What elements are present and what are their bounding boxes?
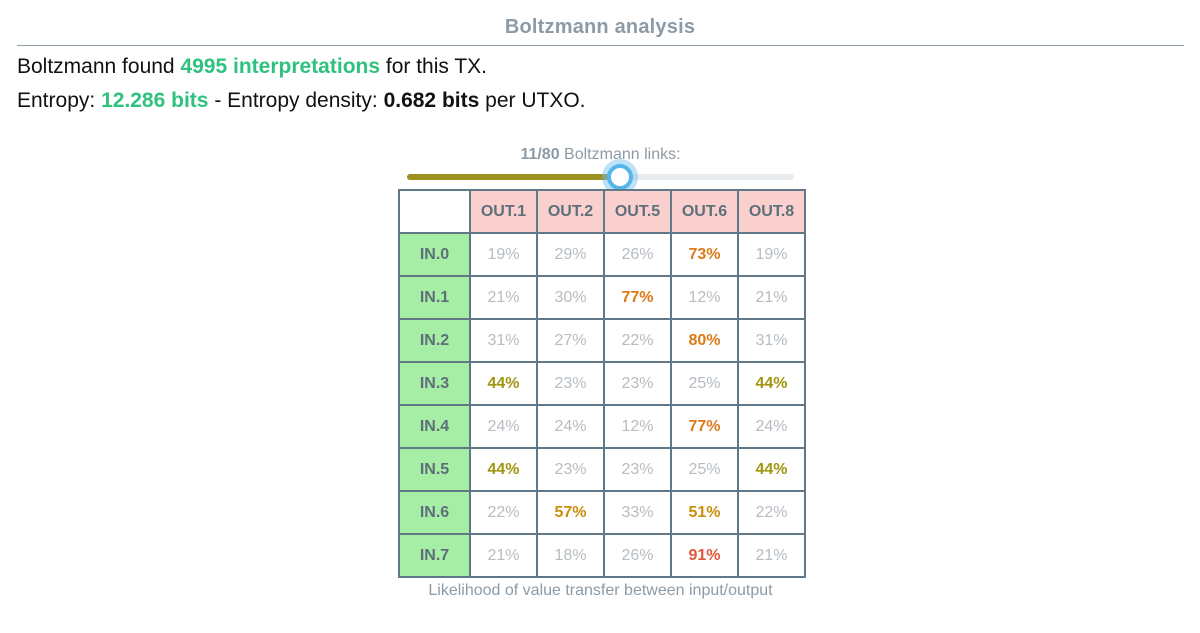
density-suffix: per UTXO. <box>485 89 586 112</box>
input-header: IN.4 <box>398 404 471 449</box>
probability-cell[interactable]: 23% <box>536 361 605 406</box>
input-header: IN.5 <box>398 447 471 492</box>
table-row: IN.5 44% 23% 23% 25% 44% <box>398 447 806 492</box>
probability-cell[interactable]: 73% <box>670 232 739 277</box>
links-slider[interactable] <box>407 164 794 190</box>
entropy-value: 12.286 bits <box>101 89 209 112</box>
probability-cell[interactable]: 91% <box>670 533 739 578</box>
link-probability-matrix: OUT.1 OUT.2 OUT.5 OUT.6 OUT.8 IN.0 19% 29% 26% 7… <box>398 189 806 578</box>
found-prefix: Boltzmann found <box>17 55 175 78</box>
table-row: IN.1 21% 30% 77% 12% 21% <box>398 275 806 320</box>
table-row: IN.2 31% 27% 22% 80% 31% <box>398 318 806 363</box>
probability-cell[interactable]: 31% <box>469 318 538 363</box>
probability-cell[interactable]: 19% <box>469 232 538 277</box>
probability-cell[interactable]: 21% <box>737 275 806 320</box>
probability-cell[interactable]: 29% <box>536 232 605 277</box>
probability-cell[interactable]: 51% <box>670 490 739 535</box>
probability-cell[interactable]: 19% <box>737 232 806 277</box>
input-header: IN.6 <box>398 490 471 535</box>
probability-cell[interactable]: 21% <box>737 533 806 578</box>
probability-cell[interactable]: 80% <box>670 318 739 363</box>
output-header-3: OUT.5 <box>603 189 672 234</box>
entropy-summary: Entropy: 12.286 bits - Entropy density: … <box>17 89 586 113</box>
slider-fill <box>407 174 620 180</box>
probability-cell[interactable]: 77% <box>670 404 739 449</box>
probability-cell[interactable]: 24% <box>536 404 605 449</box>
found-suffix: for this TX. <box>385 55 488 78</box>
table-row: IN.6 22% 57% 33% 51% 22% <box>398 490 806 535</box>
links-slider-label: 11/80 Boltzmann links: <box>407 146 794 164</box>
probability-cell[interactable]: 25% <box>670 361 739 406</box>
probability-cell[interactable]: 31% <box>737 318 806 363</box>
probability-cell[interactable]: 27% <box>536 318 605 363</box>
density-value: 0.682 bits <box>383 89 480 112</box>
input-header: IN.0 <box>398 232 471 277</box>
probability-cell[interactable]: 44% <box>737 447 806 492</box>
input-header: IN.7 <box>398 533 471 578</box>
slider-thumb[interactable] <box>606 164 633 190</box>
input-header: IN.3 <box>398 361 471 406</box>
table-row: IN.7 21% 18% 26% 91% 21% <box>398 533 806 578</box>
links-label-text: Boltzmann links: <box>564 146 681 163</box>
title-divider <box>17 45 1184 46</box>
probability-cell[interactable]: 12% <box>603 404 672 449</box>
input-header: IN.2 <box>398 318 471 363</box>
probability-cell[interactable]: 26% <box>603 232 672 277</box>
probability-cell[interactable]: 24% <box>469 404 538 449</box>
output-header-1: OUT.1 <box>469 189 538 234</box>
probability-cell[interactable]: 22% <box>603 318 672 363</box>
probability-cell[interactable]: 21% <box>469 533 538 578</box>
entropy-label: Entropy: <box>17 89 96 112</box>
probability-cell[interactable]: 33% <box>603 490 672 535</box>
links-count: 11/80 <box>520 146 560 163</box>
density-label: - Entropy density: <box>214 89 378 112</box>
matrix-header-row: OUT.1 OUT.2 OUT.5 OUT.6 OUT.8 <box>398 189 806 234</box>
probability-cell[interactable]: 77% <box>603 275 672 320</box>
probability-cell[interactable]: 22% <box>469 490 538 535</box>
interpretations-summary: Boltzmann found 4995 interpretations for… <box>17 55 487 79</box>
matrix-corner <box>398 189 471 234</box>
output-header-2: OUT.2 <box>536 189 605 234</box>
table-row: IN.0 19% 29% 26% 73% 19% <box>398 232 806 277</box>
interpretations-count: 4995 interpretations <box>180 55 381 78</box>
output-header-4: OUT.6 <box>670 189 739 234</box>
probability-cell[interactable]: 44% <box>469 447 538 492</box>
probability-cell[interactable]: 23% <box>603 361 672 406</box>
output-header-5: OUT.8 <box>737 189 806 234</box>
probability-cell[interactable]: 18% <box>536 533 605 578</box>
probability-cell[interactable]: 57% <box>536 490 605 535</box>
table-row: IN.3 44% 23% 23% 25% 44% <box>398 361 806 406</box>
probability-cell[interactable]: 21% <box>469 275 538 320</box>
probability-cell[interactable]: 26% <box>603 533 672 578</box>
probability-cell[interactable]: 25% <box>670 447 739 492</box>
probability-cell[interactable]: 12% <box>670 275 739 320</box>
section-title: Boltzmann analysis <box>504 16 696 38</box>
probability-cell[interactable]: 44% <box>737 361 806 406</box>
probability-cell[interactable]: 22% <box>737 490 806 535</box>
probability-cell[interactable]: 30% <box>536 275 605 320</box>
probability-cell[interactable]: 23% <box>603 447 672 492</box>
input-header: IN.1 <box>398 275 471 320</box>
probability-cell[interactable]: 24% <box>737 404 806 449</box>
table-row: IN.4 24% 24% 12% 77% 24% <box>398 404 806 449</box>
matrix-caption: Likelihood of value transfer between inp… <box>428 582 773 599</box>
probability-cell[interactable]: 23% <box>536 447 605 492</box>
probability-cell[interactable]: 44% <box>469 361 538 406</box>
